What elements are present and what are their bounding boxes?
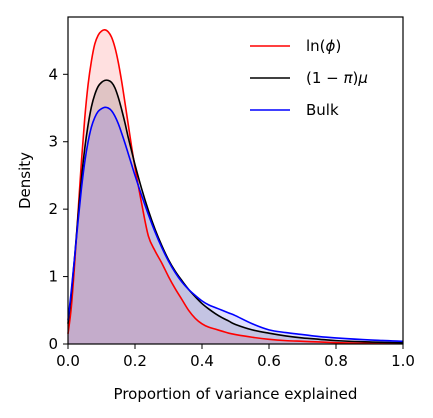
x-tick-label: 0.2 (123, 352, 147, 370)
x-tick-label: 0.4 (190, 352, 214, 370)
legend-label-2: (1 − π)μ (306, 69, 368, 87)
density-fill-2 (68, 80, 403, 344)
x-axis-label: Proportion of variance explained (114, 385, 358, 403)
x-tick-label: 1.0 (391, 352, 415, 370)
density-line-3 (67, 106, 404, 343)
x-tick-label: 0.6 (257, 352, 281, 370)
x-tick-label: 0.0 (56, 352, 80, 370)
density-fill-3 (68, 107, 403, 345)
density-line-1 (67, 28, 404, 345)
density-line-2 (67, 79, 404, 344)
y-tick-label: 1 (48, 268, 58, 286)
density-fills (68, 29, 403, 345)
y-tick-label: 0 (48, 335, 58, 353)
legend-label-3: Bulk (306, 101, 339, 119)
y-tick-label: 2 (48, 200, 58, 218)
x-axis: 0.0 0.2 0.4 0.6 0.8 1.0 (56, 344, 415, 370)
y-tick-label: 4 (48, 65, 58, 83)
legend-label-1: ln(ϕ) (306, 37, 341, 55)
y-axis: 0 1 2 3 4 (48, 65, 68, 353)
y-tick-label: 3 (48, 133, 58, 151)
x-tick-label: 0.8 (324, 352, 348, 370)
legend: ln(ϕ) (1 − π)μ Bulk (250, 37, 368, 119)
density-lines (67, 28, 404, 345)
density-fill-1 (68, 29, 403, 345)
plot-frame (67, 16, 404, 345)
y-axis-label: Density (16, 152, 34, 209)
